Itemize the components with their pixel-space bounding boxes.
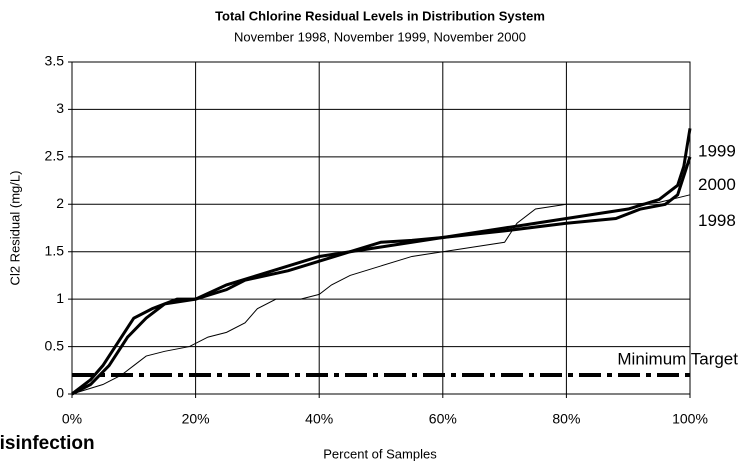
y-axis-label: Cl2 Residual (mg/L) xyxy=(7,171,22,286)
series-label: 1998 xyxy=(698,211,736,230)
y-tick-label: 0 xyxy=(56,385,64,401)
x-axis-label: Percent of Samples xyxy=(323,446,437,461)
x-tick-label: 0% xyxy=(62,411,82,427)
x-tick-label: 100% xyxy=(672,411,708,427)
series-label: 2000 xyxy=(698,175,736,194)
x-tick-label: 80% xyxy=(552,411,580,427)
text-fragment: disinfection xyxy=(0,433,95,454)
y-tick-label: 2.5 xyxy=(45,148,65,164)
chart-title: Total Chlorine Residual Levels in Distri… xyxy=(215,8,545,23)
y-tick-label: 2 xyxy=(56,195,64,211)
chart-subtitle: November 1998, November 1999, November 2… xyxy=(234,29,526,44)
plot-frame xyxy=(71,61,691,395)
y-tick-label: 0.5 xyxy=(45,337,65,353)
target-label: Minimum Target xyxy=(617,350,738,369)
series-line xyxy=(71,156,692,396)
x-tick-label: 20% xyxy=(182,411,210,427)
y-tick-label: 3.5 xyxy=(45,53,65,69)
series-line xyxy=(71,128,692,396)
x-tick-label: 60% xyxy=(429,411,457,427)
y-tick-label: 1 xyxy=(56,290,64,306)
x-tick-label: 40% xyxy=(305,411,333,427)
y-tick-label: 3 xyxy=(56,100,64,116)
y-tick-label: 1.5 xyxy=(45,242,65,258)
series-label: 1999 xyxy=(698,142,736,161)
series-line xyxy=(71,194,691,395)
